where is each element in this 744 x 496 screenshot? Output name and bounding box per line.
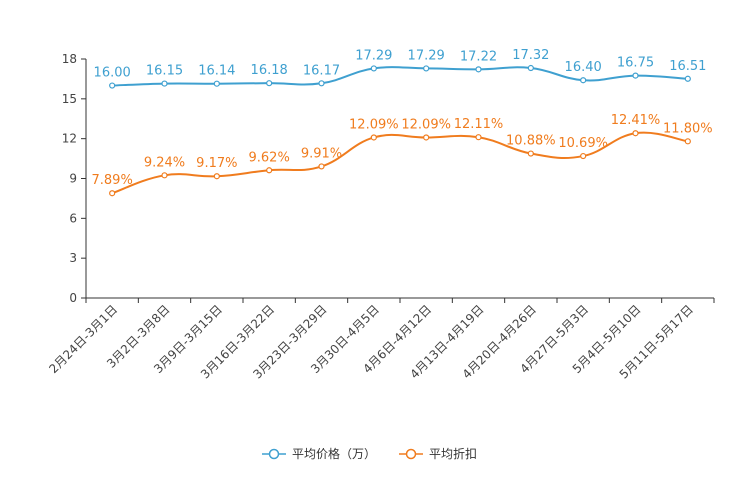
y-tick-label: 0 [69, 291, 77, 305]
data-label: 17.32 [512, 48, 549, 63]
data-point[interactable] [161, 172, 168, 179]
series-layer [109, 64, 691, 197]
data-point[interactable] [213, 80, 220, 87]
data-point[interactable] [527, 64, 534, 72]
data-label: 17.22 [460, 49, 497, 64]
data-labels: 16.00 16.15 16.14 16.18 16.17 17.29 17.29 17.22… [92, 48, 713, 188]
data-point[interactable] [423, 134, 430, 141]
data-label: 16.18 [251, 63, 288, 78]
data-label: 16.15 [146, 64, 183, 79]
data-point[interactable] [109, 190, 116, 197]
series-line-1 [111, 131, 689, 195]
data-point[interactable] [318, 163, 325, 170]
data-label: 9.62% [249, 150, 290, 165]
data-label: 9.91% [301, 146, 342, 161]
data-point[interactable] [475, 66, 482, 73]
data-point[interactable] [580, 77, 587, 84]
axes: 03691215182月24日-3月1日3月2日-3月8日3月9日-3月15日3… [46, 52, 715, 382]
data-label: 16.40 [565, 60, 602, 75]
data-label: 11.80% [663, 121, 713, 136]
legend-label: 平均价格（万） [292, 446, 376, 461]
data-label: 7.89% [92, 173, 133, 188]
y-tick-label: 15 [62, 92, 77, 106]
data-label: 17.29 [355, 48, 392, 63]
data-point[interactable] [684, 138, 691, 145]
y-tick-label: 3 [69, 251, 77, 265]
data-point[interactable] [370, 134, 377, 141]
data-point[interactable] [423, 65, 430, 72]
legend-marker-icon [268, 448, 280, 460]
data-label: 16.17 [303, 63, 340, 78]
data-point[interactable] [632, 72, 639, 79]
legend-marker-icon [405, 448, 417, 460]
data-point[interactable] [266, 80, 273, 87]
legend-item-1[interactable]: 平均折扣 [399, 446, 477, 461]
data-label: 12.09% [349, 117, 399, 132]
data-label: 10.69% [558, 136, 608, 151]
data-label: 12.11% [454, 117, 504, 132]
data-point[interactable] [370, 65, 377, 72]
data-label: 16.00 [94, 66, 131, 81]
data-label: 16.75 [617, 56, 654, 71]
data-point[interactable] [580, 152, 587, 160]
data-point[interactable] [109, 82, 116, 89]
data-point[interactable] [527, 150, 534, 157]
y-tick-label: 9 [69, 172, 77, 186]
data-label: 9.24% [144, 155, 185, 170]
data-point[interactable] [684, 75, 691, 82]
data-label: 16.14 [198, 64, 235, 79]
data-point[interactable] [318, 80, 325, 87]
legend-item-0[interactable]: 平均价格（万） [262, 446, 376, 461]
data-point[interactable] [632, 130, 639, 137]
y-tick-label: 6 [69, 211, 77, 225]
data-label: 16.51 [669, 59, 706, 74]
data-point[interactable] [213, 173, 220, 180]
data-point[interactable] [161, 80, 168, 87]
data-label: 12.09% [401, 117, 451, 132]
y-tick-label: 12 [62, 132, 77, 146]
data-point[interactable] [266, 167, 273, 174]
legend[interactable]: 平均价格（万） 平均折扣 [262, 446, 477, 461]
data-label: 12.41% [611, 113, 661, 128]
data-label: 10.88% [506, 134, 556, 149]
data-point[interactable] [475, 134, 482, 141]
y-tick-label: 18 [62, 52, 77, 66]
data-label: 17.29 [408, 48, 445, 63]
legend-label: 平均折扣 [429, 446, 477, 461]
series-line-0 [112, 66, 688, 87]
data-label: 9.17% [196, 156, 237, 171]
